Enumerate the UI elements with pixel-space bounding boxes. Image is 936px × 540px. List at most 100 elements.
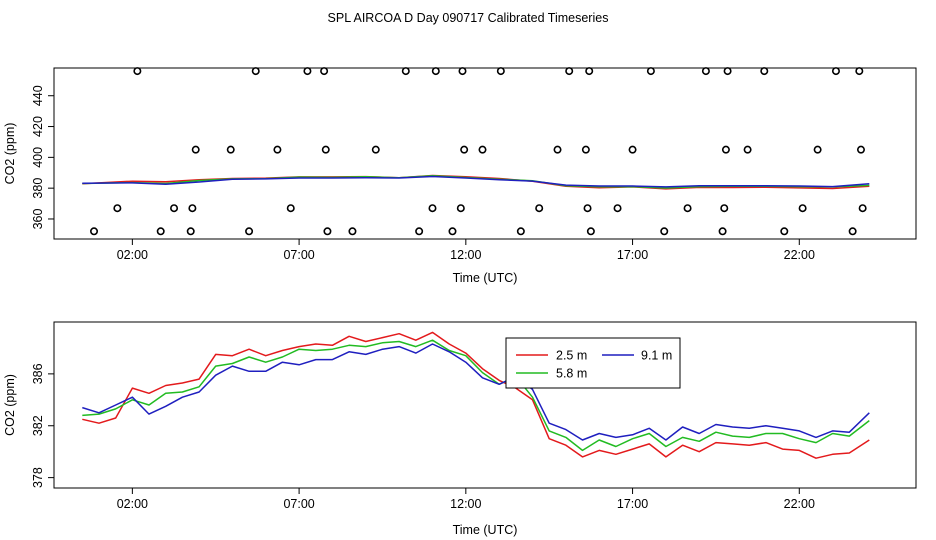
bottom-x-tick-label: 22:00 [784,497,815,511]
calibration-point [743,145,752,154]
legend-label-5.8m: 5.8 m [556,367,587,381]
calibration-point [535,204,544,213]
calibration-point [428,204,437,213]
calibration-point [478,145,487,154]
bottom-series-group [82,331,870,459]
calibration-point [226,145,235,154]
top-series-line-9.1m [82,175,870,188]
calibration-point [188,204,197,213]
top-y-tick-label: 420 [31,116,45,137]
top-x-tick-label: 02:00 [117,248,148,262]
calibration-point [431,67,440,76]
calibration-point [113,204,122,213]
bottom-x-tick-label: 17:00 [617,497,648,511]
calibration-point [565,67,574,76]
calibration-point [323,227,332,236]
bottom-y-axis: 378 382 386 [31,363,54,488]
calibration-point [813,145,822,154]
calibration-point [646,67,655,76]
calibration-point [553,145,562,154]
calibration-point [723,67,732,76]
calibration-point [191,145,200,154]
top-y-tick-label: 380 [31,178,45,199]
calibration-point [718,227,727,236]
top-plot-frame [53,67,917,240]
calibration-point [583,204,592,213]
calibration-point [831,67,840,76]
calibration-point [856,145,865,154]
top-x-tick-label: 22:00 [784,248,815,262]
calibration-point [251,67,260,76]
top-calibration-points [90,67,867,236]
calibration-point [415,227,424,236]
calibration-point [286,204,295,213]
calibration-point [320,67,329,76]
bottom-x-axis: 02:00 07:00 12:00 17:00 22:00 [117,488,815,511]
calibration-point [683,204,692,213]
calibration-point [760,67,769,76]
calibration-point [721,145,730,154]
bottom-chart-panel: 02:00 07:00 12:00 17:00 22:00 378 382 386 Time… [3,321,917,537]
calibration-point [245,227,254,236]
calibration-point [401,67,410,76]
calibration-point [348,227,357,236]
calibration-point [90,227,99,236]
bottom-y-tick-label: 378 [31,467,45,488]
calibration-point [456,204,465,213]
calibration-point [798,204,807,213]
bottom-x-tick-label: 02:00 [117,497,148,511]
calibration-point [613,204,622,213]
calibration-point [780,227,789,236]
top-chart-panel: 02:00 07:00 12:00 17:00 22:00 360 380 400 420 44… [3,67,917,285]
top-x-tick-label: 17:00 [617,248,648,262]
top-y-tick-label: 360 [31,208,45,229]
top-x-axis-label: Time (UTC) [453,271,518,285]
calibration-point [628,145,637,154]
top-y-tick-label: 400 [31,147,45,168]
calibration-point [371,145,380,154]
calibration-point [855,67,864,76]
calibration-point [321,145,330,154]
top-y-tick-label: 440 [31,85,45,106]
calibration-point [858,204,867,213]
calibration-point [848,227,857,236]
calibration-point [458,67,467,76]
legend-label-9.1m: 9.1 m [641,349,672,363]
calibration-point [156,227,165,236]
bottom-x-tick-label: 07:00 [283,497,314,511]
bottom-x-axis-label: Time (UTC) [453,523,518,537]
calibration-point [586,227,595,236]
legend-box [505,337,681,389]
bottom-series-line-9.1m [82,343,870,441]
calibration-point [496,67,505,76]
top-x-axis: 02:00 07:00 12:00 17:00 22:00 [117,239,815,262]
bottom-plot-frame [53,321,917,489]
calibration-point [701,67,710,76]
figure-title: SPL AIRCOA D Day 090717 Calibrated Times… [328,11,609,25]
top-series-group [82,174,870,190]
legend-label-2.5m: 2.5 m [556,349,587,363]
calibration-point [133,67,142,76]
bottom-y-tick-label: 386 [31,363,45,384]
bottom-y-axis-label: CO2 (ppm) [3,374,17,436]
bottom-series-line-5.8m [82,339,870,452]
calibration-point [170,204,179,213]
calibration-point [460,145,469,154]
bottom-x-tick-label: 12:00 [450,497,481,511]
calibration-point [585,67,594,76]
calibration-point [516,227,525,236]
calibration-point [720,204,729,213]
calibration-point [448,227,457,236]
legend: 2.5 m 5.8 m 9.1 m [505,337,681,389]
top-y-axis-label: CO2 (ppm) [3,123,17,185]
top-x-tick-label: 07:00 [283,248,314,262]
calibration-point [581,145,590,154]
bottom-y-tick-label: 382 [31,415,45,436]
bottom-series-line-2.5m [82,331,870,459]
calibration-point [273,145,282,154]
calibration-point [303,67,312,76]
top-y-axis: 360 380 400 420 440 [31,85,54,229]
top-x-tick-label: 12:00 [450,248,481,262]
calibration-point [660,227,669,236]
